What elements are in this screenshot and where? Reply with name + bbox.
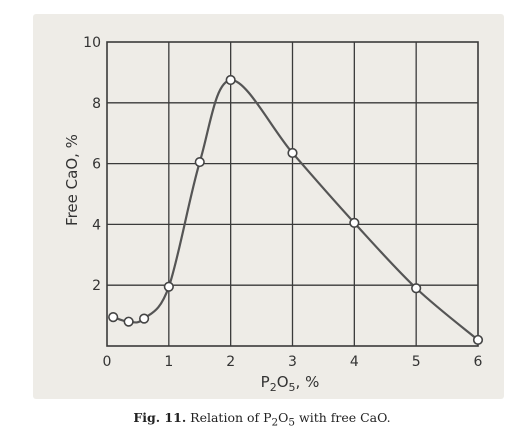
data-point — [108, 312, 119, 323]
data-point — [349, 217, 360, 228]
y-tick-label: 2 — [92, 278, 101, 294]
caption-mid: O — [278, 410, 289, 425]
series-line — [112, 78, 479, 341]
data-point — [194, 156, 205, 168]
figure-caption: Fig. 11. Relation of P2O5 with free CaO. — [0, 410, 524, 429]
y-tick-label: 8 — [92, 96, 101, 112]
data-point — [287, 147, 298, 159]
x-tick-label: 6 — [474, 354, 483, 370]
y-tick-label: 4 — [92, 217, 101, 233]
figure-plate — [33, 14, 504, 399]
series-markers — [108, 74, 484, 346]
chart: 0 1 2 3 4 5 6 2 4 6 8 10 Free CaO, % P2O5, % — [63, 35, 484, 394]
x-tick-label: 2 — [226, 354, 235, 370]
data-point — [225, 74, 236, 86]
y-axis-label: Free CaO, % — [63, 134, 81, 226]
data-point — [472, 334, 484, 346]
caption-text-after: with free CaO. — [295, 410, 391, 425]
x-tick-label: 1 — [164, 354, 173, 370]
x-tick-label: 5 — [412, 354, 421, 370]
x-axis-label: P2O5, % — [261, 373, 320, 394]
caption-sub2: 5 — [288, 416, 296, 429]
caption-sub1: 2 — [271, 416, 279, 429]
y-tick-label: 10 — [83, 35, 101, 51]
data-point — [139, 313, 150, 324]
x-tick-label: 3 — [288, 354, 297, 370]
data-point — [411, 283, 422, 294]
x-tick-label: 0 — [103, 354, 112, 370]
data-point — [163, 281, 174, 292]
chart-ticks: 0 1 2 3 4 5 6 2 4 6 8 10 — [83, 35, 482, 370]
caption-text-before: Relation of P — [186, 410, 272, 425]
x-tick-label: 4 — [350, 354, 359, 370]
y-tick-label: 6 — [92, 157, 101, 173]
caption-label: Fig. 11. — [133, 410, 187, 425]
data-point — [123, 316, 134, 327]
